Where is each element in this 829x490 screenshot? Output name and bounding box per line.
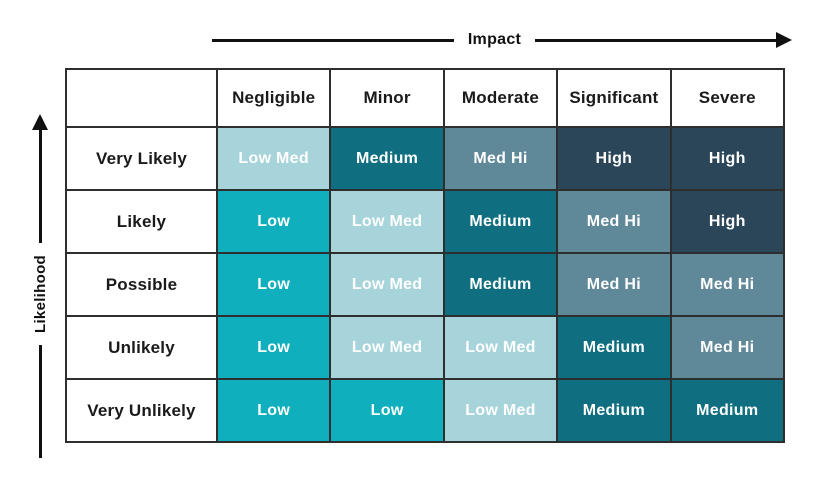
likelihood-row-header: Very Likely [65,126,218,191]
likelihood-row-header: Likely [65,189,218,254]
impact-column-header: Minor [329,68,445,128]
impact-column-header: Moderate [442,68,559,128]
risk-cell: Medium [442,252,559,317]
matrix-row: Very Likely Low Med Medium Med Hi High High [65,126,786,191]
risk-cell: Med Hi [442,126,559,191]
likelihood-axis-line-bottom [38,344,42,458]
impact-axis-line-left [212,38,454,42]
likelihood-axis: Likelihood [26,114,54,458]
impact-axis-label: Impact [467,31,522,48]
matrix-header: Negligible Minor Moderate Significant Severe [65,68,786,128]
likelihood-axis-label: Likelihood [31,254,49,333]
risk-cell: Low [215,252,332,317]
risk-cell: Low [215,315,332,380]
risk-cell: Medium [669,378,786,443]
likelihood-row-header: Very Unlikely [65,378,218,443]
likelihood-row-header: Unlikely [65,315,218,380]
risk-cell: Low [215,378,332,443]
likelihood-axis-line-top [38,129,42,243]
risk-cell: Low Med [442,315,559,380]
risk-cell: High [669,126,786,191]
risk-cell: Medium [556,378,672,443]
risk-cell: Med Hi [556,252,672,317]
risk-cell: Med Hi [669,315,786,380]
arrow-up-icon [32,114,48,130]
risk-cell: Medium [329,126,445,191]
risk-cell: High [556,126,672,191]
risk-cell: High [669,189,786,254]
risk-cell: Low [215,189,332,254]
risk-cell: Low Med [442,378,559,443]
risk-cell: Low [329,378,445,443]
impact-column-header: Severe [669,68,786,128]
impact-column-header: Negligible [215,68,332,128]
risk-cell: Med Hi [669,252,786,317]
impact-column-header: Significant [556,68,672,128]
matrix-row: Likely Low Low Med Medium Med Hi High [65,189,786,254]
matrix-corner-cell [65,68,218,128]
risk-cell: Med Hi [556,189,672,254]
risk-matrix-table: Negligible Minor Moderate Significant Severe… [65,68,786,443]
impact-axis: Impact [212,26,792,54]
matrix-header-row: Negligible Minor Moderate Significant Severe [65,68,786,128]
risk-cell: Low Med [215,126,332,191]
risk-cell: Low Med [329,189,445,254]
arrow-right-icon [776,32,792,48]
risk-cell: Medium [556,315,672,380]
matrix-body: Very Likely Low Med Medium Med Hi High High Li… [65,126,786,443]
matrix-row: Very Unlikely Low Low Low Med Medium Medium [65,378,786,443]
impact-axis-line-right [535,38,777,42]
risk-cell: Low Med [329,315,445,380]
matrix-row: Unlikely Low Low Med Low Med Medium Med Hi [65,315,786,380]
matrix-row: Possible Low Low Med Medium Med Hi Med Hi [65,252,786,317]
risk-cell: Medium [442,189,559,254]
risk-cell: Low Med [329,252,445,317]
likelihood-row-header: Possible [65,252,218,317]
